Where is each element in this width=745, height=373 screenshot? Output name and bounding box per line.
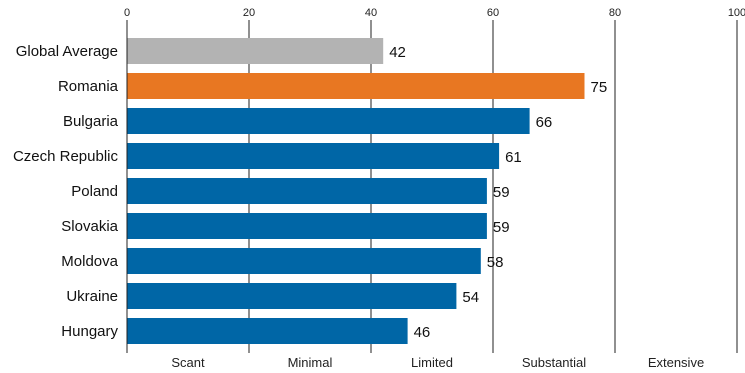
category-label: Ukraine (66, 288, 118, 305)
bar (127, 248, 481, 274)
x-tick-label: 100 (728, 7, 745, 19)
band-label: Extensive (648, 355, 704, 370)
bar (127, 108, 530, 134)
band-label: Scant (171, 355, 205, 370)
category-label: Slovakia (61, 218, 118, 235)
bar (127, 318, 408, 344)
bar (127, 178, 487, 204)
category-label: Moldova (61, 253, 118, 270)
x-tick-label: 80 (609, 7, 621, 19)
value-label: 59 (493, 219, 510, 236)
value-label: 66 (536, 114, 553, 131)
bar (127, 283, 457, 309)
category-label: Bulgaria (63, 113, 119, 130)
bar (127, 143, 500, 169)
bar (127, 38, 384, 64)
band-label: Limited (411, 355, 453, 370)
band-label: Substantial (522, 355, 586, 370)
category-label: Czech Republic (13, 148, 119, 165)
bar (127, 213, 487, 239)
category-label: Global Average (16, 43, 118, 60)
x-axis-ticks: 0 20 40 60 80 100 (124, 7, 745, 25)
x-tick-label: 60 (487, 7, 499, 19)
band-label: Minimal (288, 355, 333, 370)
category-labels: Global Average Romania Bulgaria Czech Repub… (13, 43, 119, 340)
category-label: Hungary (61, 323, 118, 340)
x-tick-label: 20 (243, 7, 255, 19)
category-label: Poland (71, 183, 118, 200)
value-label: 61 (505, 149, 522, 166)
category-label: Romania (58, 78, 119, 95)
value-labels: 42 75 66 61 59 59 58 54 46 (389, 44, 607, 341)
band-labels: Scant Minimal Limited Substantial Extensive (171, 355, 704, 370)
x-tick-label: 0 (124, 7, 130, 19)
x-tick-label: 40 (365, 7, 377, 19)
value-label: 75 (591, 79, 608, 96)
bar (127, 73, 585, 99)
value-label: 58 (487, 254, 504, 271)
value-label: 54 (462, 289, 479, 306)
bars (127, 38, 585, 344)
value-label: 42 (389, 44, 406, 61)
value-label: 59 (493, 184, 510, 201)
value-label: 46 (414, 324, 431, 341)
